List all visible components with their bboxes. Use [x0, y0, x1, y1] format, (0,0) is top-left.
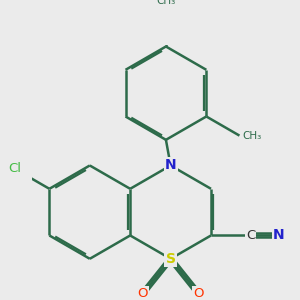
- Text: N: N: [273, 229, 284, 242]
- Text: Cl: Cl: [8, 163, 22, 176]
- Text: CH₃: CH₃: [242, 130, 261, 141]
- Text: O: O: [137, 287, 148, 300]
- Text: S: S: [166, 252, 176, 266]
- Text: C: C: [246, 229, 255, 242]
- Text: N: N: [165, 158, 176, 172]
- Text: CH₃: CH₃: [156, 0, 176, 6]
- Text: O: O: [193, 287, 204, 300]
